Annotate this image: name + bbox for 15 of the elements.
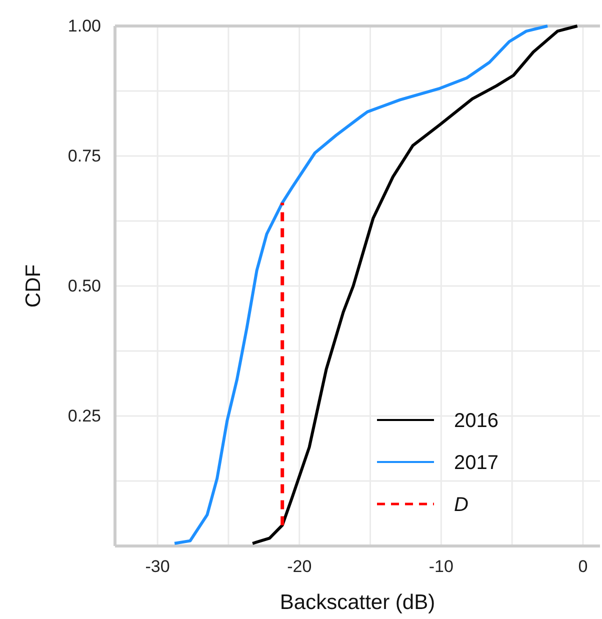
y-tick-label: 0.25: [68, 406, 101, 426]
y-tick-label: 0.75: [68, 146, 101, 166]
line-series: [251, 24, 579, 545]
x-tick-label: 0: [578, 557, 588, 576]
x-axis-title: Backscatter (dB): [280, 591, 436, 614]
y-tick-label: 1.00: [68, 16, 101, 36]
x-tick-label: -20: [287, 557, 312, 576]
legend-label: 2016: [454, 410, 498, 432]
x-tick-label: -30: [145, 557, 170, 576]
y-tick-label: 0.50: [68, 276, 101, 296]
line-series: [173, 24, 550, 545]
y-axis-title: CDF: [22, 264, 45, 308]
legend-label: D: [454, 494, 468, 516]
legend-label: 2017: [454, 452, 498, 474]
x-tick-label: -10: [428, 557, 454, 576]
